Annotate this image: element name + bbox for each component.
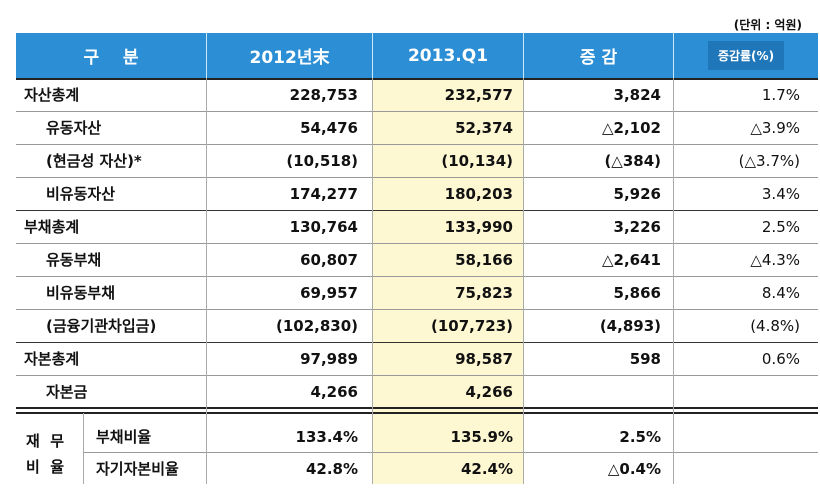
grid-line [83,452,818,453]
grid-line [523,78,524,484]
grid-line [16,407,818,409]
table-row: 자산총계 228,753 232,577 3,824 1.7% [16,79,818,112]
table-row: 부채비율 133.4% 135.9% 2.5% [16,421,818,453]
table-row: (현금성 자산)* (10,518) (10,134) (△384) (△3.7%) [16,145,818,178]
grid-line [16,243,818,244]
row-label: 자산총계 [24,86,80,104]
value-2012: 54,476 [300,119,358,137]
grid-line [83,413,84,484]
value-2012: 133.4% [295,428,358,446]
value-2013q1: 98,587 [455,350,513,368]
grid-line [16,111,818,112]
grid-line [16,144,818,145]
value-2012: 60,807 [300,251,358,269]
value-change: 5,926 [613,185,661,203]
value-rate: (4.8%) [750,317,800,335]
table-row: 자본총계 97,989 98,587 598 0.6% [16,343,818,376]
row-label: 유동부채 [46,251,102,269]
row-label: 부채비율 [96,428,152,446]
q1-highlight-column [372,78,523,484]
grid-line [16,177,818,178]
value-2012: 4,266 [310,383,358,401]
grid-line [16,276,818,277]
value-rate: △3.9% [750,119,800,137]
value-change: 598 [629,350,661,368]
table-row: 부채총계 130,764 133,990 3,226 2.5% [16,211,818,244]
value-2013q1: 42.4% [460,460,513,478]
value-change: (4,893) [599,317,661,335]
grid-line [16,78,818,80]
table-row: (금융기관차입금) (102,830) (107,723) (4,893) (4.8%) [16,310,818,343]
value-rate: 0.6% [761,350,800,368]
row-label: 유동자산 [46,119,102,137]
row-label: (현금성 자산)* [46,152,142,170]
value-rate: 8.4% [761,284,800,302]
table-row: 비유동자산 174,277 180,203 5,926 3.4% [16,178,818,211]
value-2013q1: 133,990 [444,218,513,236]
table-row: 자기자본비율 42.8% 42.4% △0.4% [16,453,818,485]
value-rate: 3.4% [761,185,800,203]
value-2012: 97,989 [300,350,358,368]
ratio-side-label: 재 무 비 율 [26,432,65,476]
value-rate: 2.5% [761,218,800,236]
value-2012: 69,957 [300,284,358,302]
value-change: △0.4% [607,460,661,478]
table-row: 유동부채 60,807 58,166 △2,641 △4.3% [16,244,818,277]
grid-line [372,78,373,484]
grid-line [16,210,818,211]
value-2012: (102,830) [275,317,358,335]
value-2013q1: (10,134) [441,152,513,170]
value-2013q1: 180,203 [444,185,513,203]
value-2013q1: 135.9% [450,428,513,446]
row-label: (금융기관차입금) [46,317,157,335]
value-change: (△384) [604,152,661,170]
table-row: 유동자산 54,476 52,374 △2,102 △3.9% [16,112,818,145]
value-2013q1: 232,577 [444,86,513,104]
value-change: 3,824 [613,86,661,104]
value-2012: 130,764 [289,218,358,236]
row-label: 비유동부채 [46,284,116,302]
value-2013q1: (107,723) [430,317,513,335]
table-row: 비유동부채 69,957 75,823 5,866 8.4% [16,277,818,310]
value-2013q1: 58,166 [455,251,513,269]
table-row: 자본금 4,266 4,266 [16,376,818,409]
grid-line [16,342,818,343]
header-rate: 증감률(%) [673,33,818,78]
value-rate: 1.7% [761,86,800,104]
unit-note: (단위 : 억원) [733,18,802,32]
value-change: 5,866 [613,284,661,302]
value-rate: △4.3% [750,251,800,269]
value-2013q1: 75,823 [455,284,513,302]
row-label: 비유동자산 [46,185,116,203]
row-label: 자본금 [46,383,88,401]
value-2012: (10,518) [286,152,358,170]
value-2012: 228,753 [289,86,358,104]
value-change: △2,641 [602,251,661,269]
grid-line [16,412,818,414]
row-label: 부채총계 [24,218,80,236]
grid-line [16,375,818,376]
value-2013q1: 52,374 [455,119,513,137]
value-rate: (△3.7%) [738,152,800,170]
value-change: △2,102 [602,119,661,137]
value-2012: 174,277 [289,185,358,203]
grid-line [673,78,674,484]
header-2012: 2012년末 [206,33,372,78]
value-2012: 42.8% [305,460,358,478]
row-label: 자본총계 [24,350,80,368]
header-2013q1: 2013.Q1 [372,33,523,78]
value-2013q1: 4,266 [465,383,513,401]
header-category: 구 분 [16,33,206,78]
value-change: 3,226 [613,218,661,236]
grid-line [206,78,207,484]
grid-line [16,309,818,310]
row-label: 자기자본비율 [96,460,179,478]
value-change: 2.5% [619,428,661,446]
header-change: 증 감 [523,33,673,78]
